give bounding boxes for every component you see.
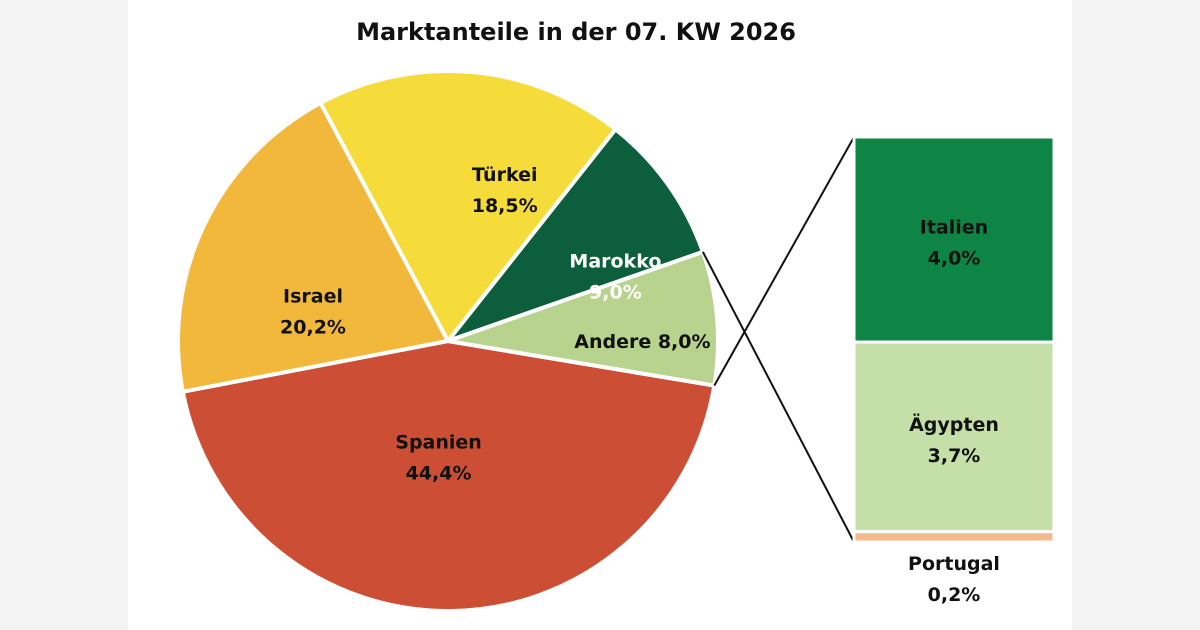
slice-marokko xyxy=(446,127,705,343)
pie-labels: Spanien 44,4% Israel 20,2% Türkei 18,5% Marokk… xyxy=(280,164,1000,606)
bar-value-italien: 4,0% xyxy=(928,248,981,270)
slice-value-turkei: 18,5% xyxy=(472,195,538,217)
bar-label-italien: Italien xyxy=(920,217,988,239)
slice-israel xyxy=(176,100,450,394)
chart-title: Marktanteile in der 07. KW 2026 xyxy=(356,18,796,46)
breakdown-connectors xyxy=(701,136,855,543)
connector-line-top xyxy=(713,136,855,387)
slice-label-turkei: Türkei xyxy=(472,164,538,186)
pie-slices xyxy=(176,69,720,613)
slice-label-marokko: Marokko xyxy=(569,251,661,273)
breakdown-bar xyxy=(852,135,1056,544)
slice-spanien xyxy=(180,339,717,613)
bar-segment-agypten xyxy=(852,340,1056,534)
pie-chart: Marktanteile in der 07. KW 2026 Spanien 4… xyxy=(176,18,1056,613)
slice-label-spanien: Spanien xyxy=(395,431,482,453)
bar-label-agypten: Ägypten xyxy=(909,412,999,436)
bar-value-portugal: 0,2% xyxy=(928,584,981,606)
slice-label-israel: Israel xyxy=(283,286,343,308)
bar-segment-portugal xyxy=(852,530,1056,544)
bar-value-agypten: 3,7% xyxy=(928,445,981,467)
bar-segment-italien xyxy=(852,135,1056,344)
chart-panel: Marktanteile in der 07. KW 2026 Spanien 4… xyxy=(128,0,1072,630)
slice-value-spanien: 44,4% xyxy=(406,462,472,484)
slice-label-andere: Andere 8,0% xyxy=(574,331,710,353)
bar-label-portugal: Portugal xyxy=(908,553,1000,575)
connector-line-bottom xyxy=(701,251,855,543)
slice-turkei xyxy=(318,69,618,343)
slice-value-israel: 20,2% xyxy=(280,317,346,339)
slice-value-marokko: 9,0% xyxy=(589,282,642,304)
